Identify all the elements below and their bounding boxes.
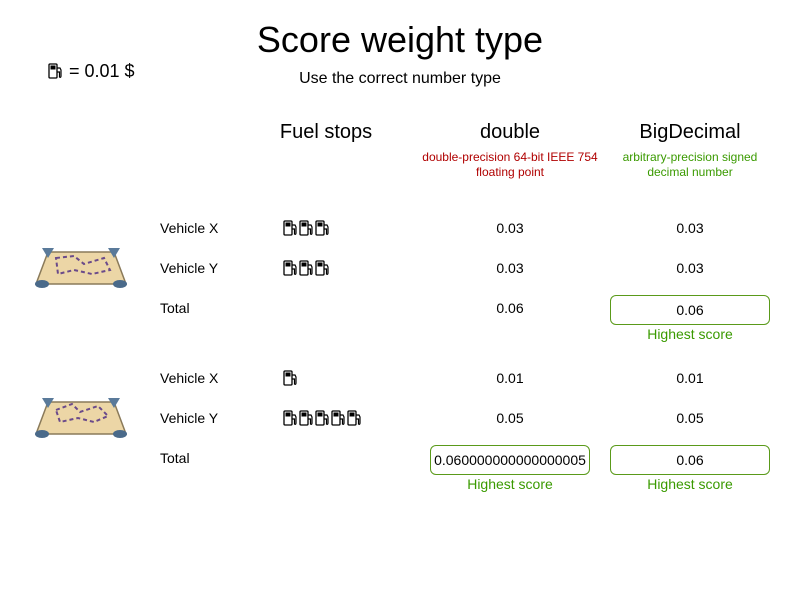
- fuel-stops-s1-vehicle-y: [283, 258, 330, 278]
- double-value-s1-vehicle-y: 0.03: [496, 260, 524, 276]
- fuel-pump-icon: [283, 220, 297, 236]
- double-value-s2-vehicle-y: 0.05: [496, 410, 524, 426]
- legend: = 0.01 $: [48, 60, 135, 82]
- fuel-stops-s1-vehicle-x: [283, 218, 330, 238]
- bigdecimal-total-s2: 0.06: [610, 445, 770, 475]
- double-description-line1: double-precision 64-bit IEEE 754: [422, 150, 598, 164]
- page-title: Score weight type: [256, 19, 544, 60]
- row-label-s2-total: Total: [160, 450, 190, 466]
- highest-score-badge-s2-bigdecimal: Highest score: [647, 476, 733, 492]
- highest-score-badge-s1-bigdecimal: Highest score: [647, 326, 733, 342]
- fuel-pump-icon: [299, 220, 313, 236]
- double-total-s1: 0.06: [496, 300, 524, 316]
- bigdecimal-description-line2: decimal number: [647, 165, 733, 179]
- row-label-s1-total: Total: [160, 300, 190, 316]
- bigdecimal-total-s1: 0.06: [610, 295, 770, 325]
- double-total-s2: 0.060000000000000005: [430, 445, 590, 475]
- bigdecimal-value-s1-vehicle-x: 0.03: [676, 220, 704, 236]
- double-value-s2-vehicle-x: 0.01: [496, 370, 524, 386]
- bigdecimal-description-line1: arbitrary-precision signed: [622, 150, 758, 164]
- fuel-stops-s2-vehicle-y: [283, 408, 362, 428]
- page-subtitle: Use the correct number type: [299, 70, 501, 87]
- legend-text: = 0.01 $: [69, 61, 135, 81]
- row-label-s2-vehicle-y: Vehicle Y: [160, 410, 219, 426]
- column-header-fuel-stops: Fuel stops: [279, 121, 373, 143]
- column-header-double: double: [479, 121, 541, 143]
- fuel-stops-s2-vehicle-x: [283, 368, 298, 388]
- bigdecimal-value-s2-vehicle-y: 0.05: [676, 410, 704, 426]
- row-label-s1-vehicle-y: Vehicle Y: [160, 260, 219, 276]
- fuel-pump-icon: [283, 410, 297, 426]
- fuel-pump-icon: [48, 63, 62, 79]
- column-header-bigdecimal: BigDecimal: [639, 121, 741, 143]
- route-map-icon: [34, 398, 128, 438]
- fuel-pump-icon: [299, 260, 313, 276]
- highest-score-badge-s2-double: Highest score: [467, 476, 553, 492]
- fuel-pump-icon: [315, 410, 329, 426]
- fuel-pump-icon: [347, 410, 361, 426]
- fuel-pump-icon: [283, 260, 297, 276]
- fuel-pump-icon: [299, 410, 313, 426]
- double-description-line2: floating point: [475, 165, 545, 179]
- fuel-pump-icon: [315, 220, 329, 236]
- bigdecimal-value-s1-vehicle-y: 0.03: [676, 260, 704, 276]
- row-label-s1-vehicle-x: Vehicle X: [160, 220, 219, 236]
- fuel-pump-icon: [315, 260, 329, 276]
- bigdecimal-value-s2-vehicle-x: 0.01: [676, 370, 704, 386]
- row-label-s2-vehicle-x: Vehicle X: [160, 370, 219, 386]
- route-map-icon: [34, 248, 128, 288]
- fuel-pump-icon: [283, 370, 297, 386]
- fuel-pump-icon: [331, 410, 345, 426]
- double-value-s1-vehicle-x: 0.03: [496, 220, 524, 236]
